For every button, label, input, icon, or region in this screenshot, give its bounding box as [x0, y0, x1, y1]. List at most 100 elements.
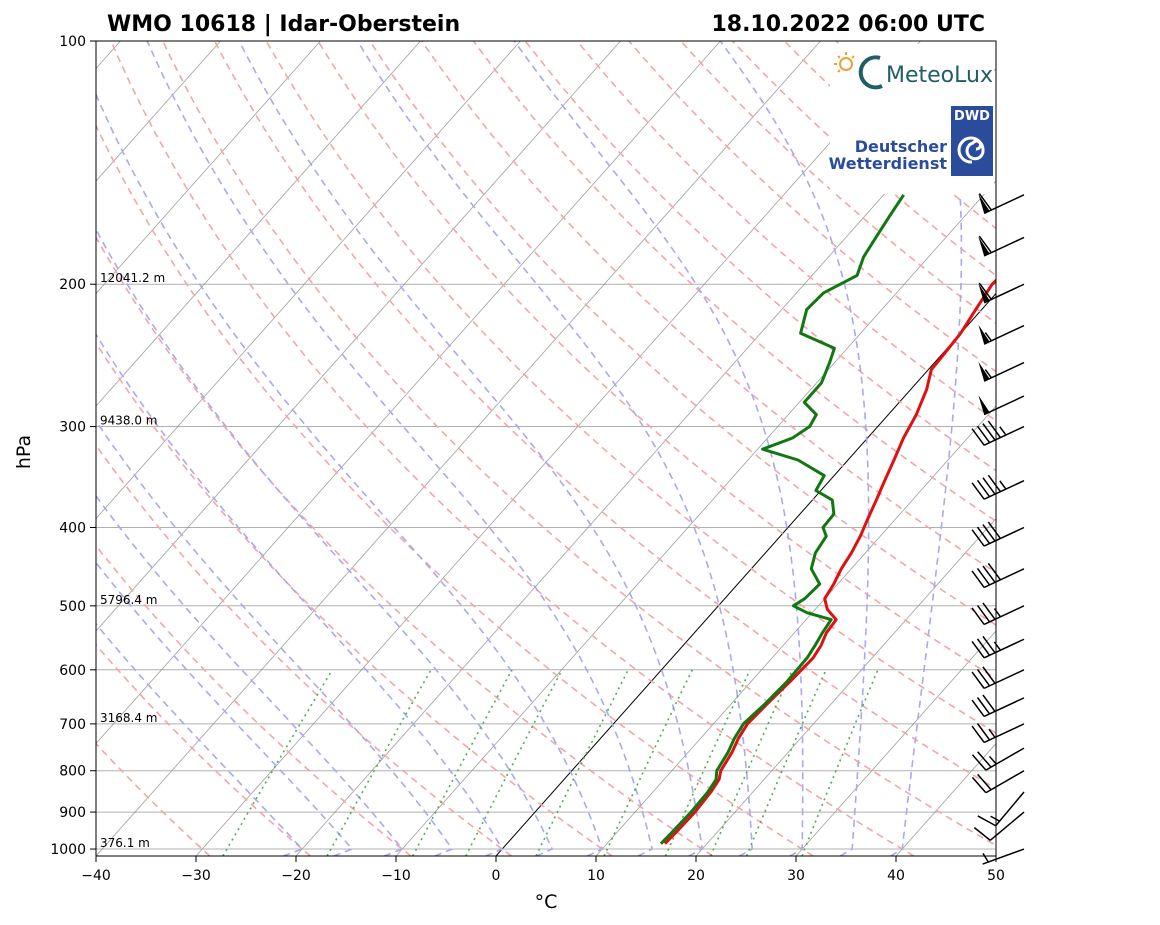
isotherm--90 [96, 41, 321, 295]
dewpoint-profile [659, 193, 905, 845]
isotherm--10 [395, 180, 996, 856]
moist-adiabat--20 [96, 622, 304, 856]
dry-adiabat-60 [213, 41, 996, 790]
wind-barb-1000 [982, 848, 1025, 865]
dry-adiabat-110 [472, 41, 996, 523]
dwd-logo: DWD Deutscher Wetterdienst [829, 106, 993, 176]
mixing-ratio-20 [745, 669, 827, 856]
isotherm-10 [595, 405, 996, 856]
isotherm-0 [495, 292, 996, 856]
wind-barbs [971, 193, 1025, 865]
moist-adiabat--15 [96, 561, 354, 856]
isotherm--60 [96, 41, 621, 632]
dry-adiabat-80 [317, 41, 996, 680]
height-label-1000: 376.1 m [100, 836, 150, 850]
y-tick-label-1000: 1000 [50, 842, 86, 858]
x-axis-label: °C [535, 891, 558, 913]
dwd-line2: Wetterdienst [829, 154, 948, 173]
dry-adiabat-20 [96, 235, 714, 856]
wind-barb-400 [971, 521, 1025, 547]
wind-barb-155 [978, 193, 1025, 215]
dry-adiabat-30 [96, 123, 814, 856]
dwd-box-text: DWD [954, 109, 990, 124]
mixing-ratio-1 [326, 669, 432, 856]
wind-barb-900 [973, 811, 1025, 841]
dry-adiabat-130 [576, 41, 996, 422]
station-title: WMO 10618 | Idar-Oberstein [107, 12, 460, 37]
mixing-ratio-0.4 [222, 669, 333, 856]
moist-adiabat-10 [96, 92, 604, 856]
wind-barb-275 [978, 395, 1025, 416]
y-tick-label-900: 900 [59, 805, 86, 821]
sounding-profiles [659, 193, 996, 845]
sun-icon [834, 52, 855, 73]
moist-adiabat-40 [890, 41, 963, 856]
y-tick-label-500: 500 [59, 599, 86, 615]
moist-adiabat--5 [96, 419, 454, 856]
wind-barb-750 [971, 747, 1025, 771]
dry-adiabat-70 [265, 41, 996, 734]
dry-adiabat-40 [110, 41, 915, 856]
y-tick-label-800: 800 [59, 764, 86, 780]
mixing-ratio-8 [603, 669, 694, 856]
isotherm--30 [195, 41, 921, 856]
isotherm--70 [96, 41, 521, 520]
isotherm-50 [995, 855, 996, 856]
isotherm-20 [695, 517, 996, 856]
moist-adiabat-20 [238, 41, 704, 856]
dry-adiabat-10 [96, 341, 613, 856]
isotherm-30 [795, 630, 996, 856]
isotherm--40 [96, 41, 821, 856]
isotherm--50 [96, 41, 721, 745]
x-tick-label-40: 40 [887, 868, 905, 884]
isotherm--100 [96, 41, 221, 182]
dry-adiabat--20 [96, 643, 311, 856]
y-tick-label-100: 100 [59, 34, 86, 50]
x-tick-label--40: −40 [81, 868, 111, 884]
mixing-ratio-5 [535, 669, 629, 856]
datetime-title: 18.10.2022 06:00 UTC [711, 12, 985, 37]
temperature-profile [663, 278, 996, 845]
wind-barb-800 [971, 770, 1025, 794]
dry-adiabat-100 [421, 41, 996, 574]
x-tick-label--20: −20 [281, 868, 311, 884]
mixing-ratio-3 [465, 669, 563, 856]
dry-adiabat-50 [162, 41, 996, 847]
background-lines [96, 41, 996, 856]
wind-barb-850 [977, 791, 1025, 827]
x-tick-label--30: −30 [181, 868, 211, 884]
y-axis-label: hPa [13, 435, 35, 469]
wind-barb-200 [978, 282, 1025, 304]
dry-adiabat-0 [96, 444, 512, 856]
plot-frame [95, 40, 997, 857]
swirl-icon [858, 55, 883, 90]
dry-adiabat--10 [96, 544, 412, 856]
moist-adiabat--10 [96, 494, 404, 856]
moist-adiabat-30 [513, 41, 804, 856]
dwd-line1: Deutscher [855, 137, 947, 156]
y-tick-label-200: 200 [59, 277, 86, 293]
isotherm--80 [96, 41, 421, 407]
wind-barb-225 [978, 324, 1025, 345]
height-label-200: 12041.2 m [100, 271, 165, 285]
wind-barb-550 [971, 635, 1025, 659]
moist-adiabat-35 [719, 41, 870, 856]
height-label-700: 3168.4 m [100, 711, 158, 725]
wind-barb-700 [971, 723, 1025, 744]
x-tick-label-30: 30 [787, 868, 805, 884]
x-tick-label-50: 50 [987, 868, 1005, 884]
wind-barb-500 [971, 602, 1025, 626]
x-tick-label--10: −10 [381, 868, 411, 884]
wind-barb-300 [971, 420, 1025, 446]
y-tick-label-300: 300 [59, 420, 86, 436]
wind-barb-600 [971, 666, 1025, 690]
moist-adiabat-25 [356, 41, 754, 856]
x-axis: −40 −30 −20 −10 0 10 20 30 40 50 [81, 856, 1005, 884]
moist-adiabat-15 [146, 41, 654, 856]
y-tick-label-400: 400 [59, 520, 86, 536]
dwd-spiral-icon [957, 136, 985, 164]
wind-barb-650 [971, 694, 1025, 718]
meteolux-text: MeteoLux [886, 63, 993, 88]
moist-adiabat-5 [96, 227, 554, 856]
